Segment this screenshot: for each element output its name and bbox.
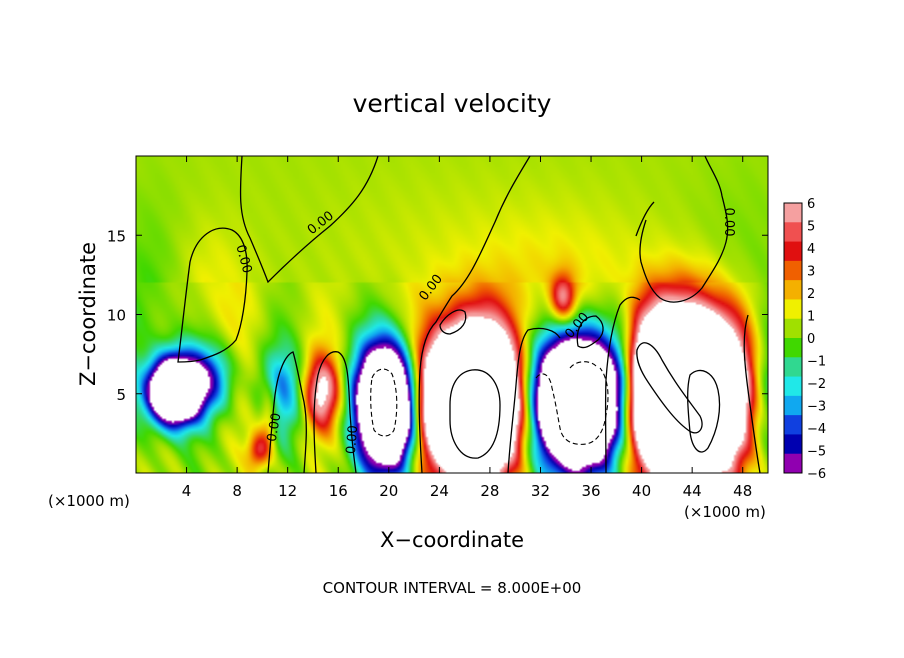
zero-contour-22 bbox=[418, 156, 531, 473]
zero-contour-mid bbox=[267, 351, 307, 473]
colorbar-swatch bbox=[784, 376, 802, 397]
x-tick-label: 8 bbox=[232, 482, 242, 500]
plot-area: 0.00 0.00 0.00 0.00 0.00 0.00 0.00 bbox=[135, 155, 769, 474]
colorbar-swatch bbox=[784, 260, 802, 281]
colorbar-swatch bbox=[784, 241, 802, 262]
contour-label: 0.00 bbox=[265, 412, 285, 443]
colorbar-swatch bbox=[784, 299, 802, 320]
zero-contour-36 bbox=[604, 296, 641, 473]
x-tick-label: 40 bbox=[632, 482, 651, 500]
x-tick-label: 12 bbox=[278, 482, 297, 500]
x-tick-label: 4 bbox=[182, 482, 192, 500]
zero-contour-diagonal bbox=[239, 156, 379, 284]
velocity-heatmap bbox=[136, 156, 768, 473]
x-unit-right: (×1000 m) bbox=[684, 503, 766, 521]
colorbar-tick-label: 1 bbox=[807, 310, 815, 325]
downdraft-contour-35 bbox=[535, 367, 609, 445]
zero-contour-right-lower bbox=[743, 314, 761, 473]
contour-interval-note: CONTOUR INTERVAL = 8.000E+00 bbox=[323, 579, 582, 597]
x-tick-label: 44 bbox=[683, 482, 702, 500]
y-tick-label: 10 bbox=[107, 307, 126, 325]
colorbar-swatch bbox=[784, 395, 802, 416]
downdraft-contour-20 bbox=[370, 368, 398, 437]
colorbar-swatch bbox=[784, 280, 802, 300]
colorbar-tick-label: −5 bbox=[807, 445, 826, 460]
colorbar-swatch bbox=[784, 453, 802, 474]
colorbar-swatch bbox=[784, 357, 802, 378]
colorbar-swatch bbox=[784, 203, 802, 223]
x-tick-label: 32 bbox=[531, 482, 550, 500]
zero-contour-left bbox=[177, 227, 248, 363]
x-tick-label: 24 bbox=[430, 482, 449, 500]
zero-contour-small bbox=[439, 309, 467, 335]
colorbar-frame bbox=[783, 202, 803, 474]
updraft-core-contour-28 bbox=[449, 369, 501, 459]
colorbar-tick-label: −2 bbox=[807, 377, 826, 392]
colorbar-tick-label: −1 bbox=[807, 355, 826, 370]
colorbar-tick-label: 2 bbox=[807, 287, 815, 302]
colorbar-tick-label: −6 bbox=[807, 467, 826, 482]
contour-label: 0.00 bbox=[232, 243, 254, 275]
colorbar-tick-label: 3 bbox=[807, 265, 815, 280]
contour-lines bbox=[177, 156, 761, 473]
x-tick-label: 36 bbox=[581, 482, 600, 500]
colorbar-tick-label: 0 bbox=[807, 332, 815, 347]
colorbar-tick-label: −4 bbox=[807, 422, 826, 437]
x-tick-label: 20 bbox=[379, 482, 398, 500]
zero-contour-small-right bbox=[635, 201, 655, 237]
colorbar-tick-label: 4 bbox=[807, 242, 815, 257]
colorbar-tick-label: 5 bbox=[807, 220, 815, 235]
y-axis-label: Z−coordinate bbox=[76, 242, 100, 386]
y-tick-label: 15 bbox=[107, 227, 126, 245]
x-axis: 4 8 12 16 20 24 28 32 36 40 44 48 bbox=[182, 156, 752, 500]
x-unit-left: (×1000 m) bbox=[48, 492, 130, 510]
zero-contour-right bbox=[639, 156, 729, 303]
zero-contour-island bbox=[576, 315, 604, 349]
updraft-core-contour-44b bbox=[687, 369, 721, 453]
chart-title: vertical velocity bbox=[353, 89, 552, 118]
colorbar-swatch bbox=[784, 434, 802, 455]
colorbar-tick-label: 6 bbox=[807, 197, 815, 212]
contour-label: 0.00 bbox=[344, 425, 361, 455]
downdraft-contour-34 bbox=[569, 361, 597, 369]
colorbar-swatch bbox=[784, 318, 802, 339]
y-axis: 5 10 15 bbox=[107, 227, 768, 404]
colorbar-swatch bbox=[784, 338, 802, 358]
colorbar-tick-label: −3 bbox=[807, 400, 826, 415]
colorbar-swatch bbox=[784, 415, 802, 435]
x-axis-label: X−coordinate bbox=[380, 528, 524, 552]
zero-contour-30 bbox=[507, 327, 561, 473]
zero-contour-16 bbox=[313, 351, 357, 473]
x-tick-label: 48 bbox=[733, 482, 752, 500]
colorbar-swatch bbox=[784, 222, 802, 243]
colorbar: 6 5 4 3 2 1 0 −1 −2 −3 −4 −5 −6 bbox=[783, 197, 826, 482]
updraft-core-contour-44 bbox=[636, 342, 703, 434]
x-tick-label: 16 bbox=[329, 482, 348, 500]
x-tick-label: 28 bbox=[480, 482, 499, 500]
y-tick-label: 5 bbox=[116, 386, 126, 404]
contour-label: 0.00 bbox=[721, 208, 736, 237]
